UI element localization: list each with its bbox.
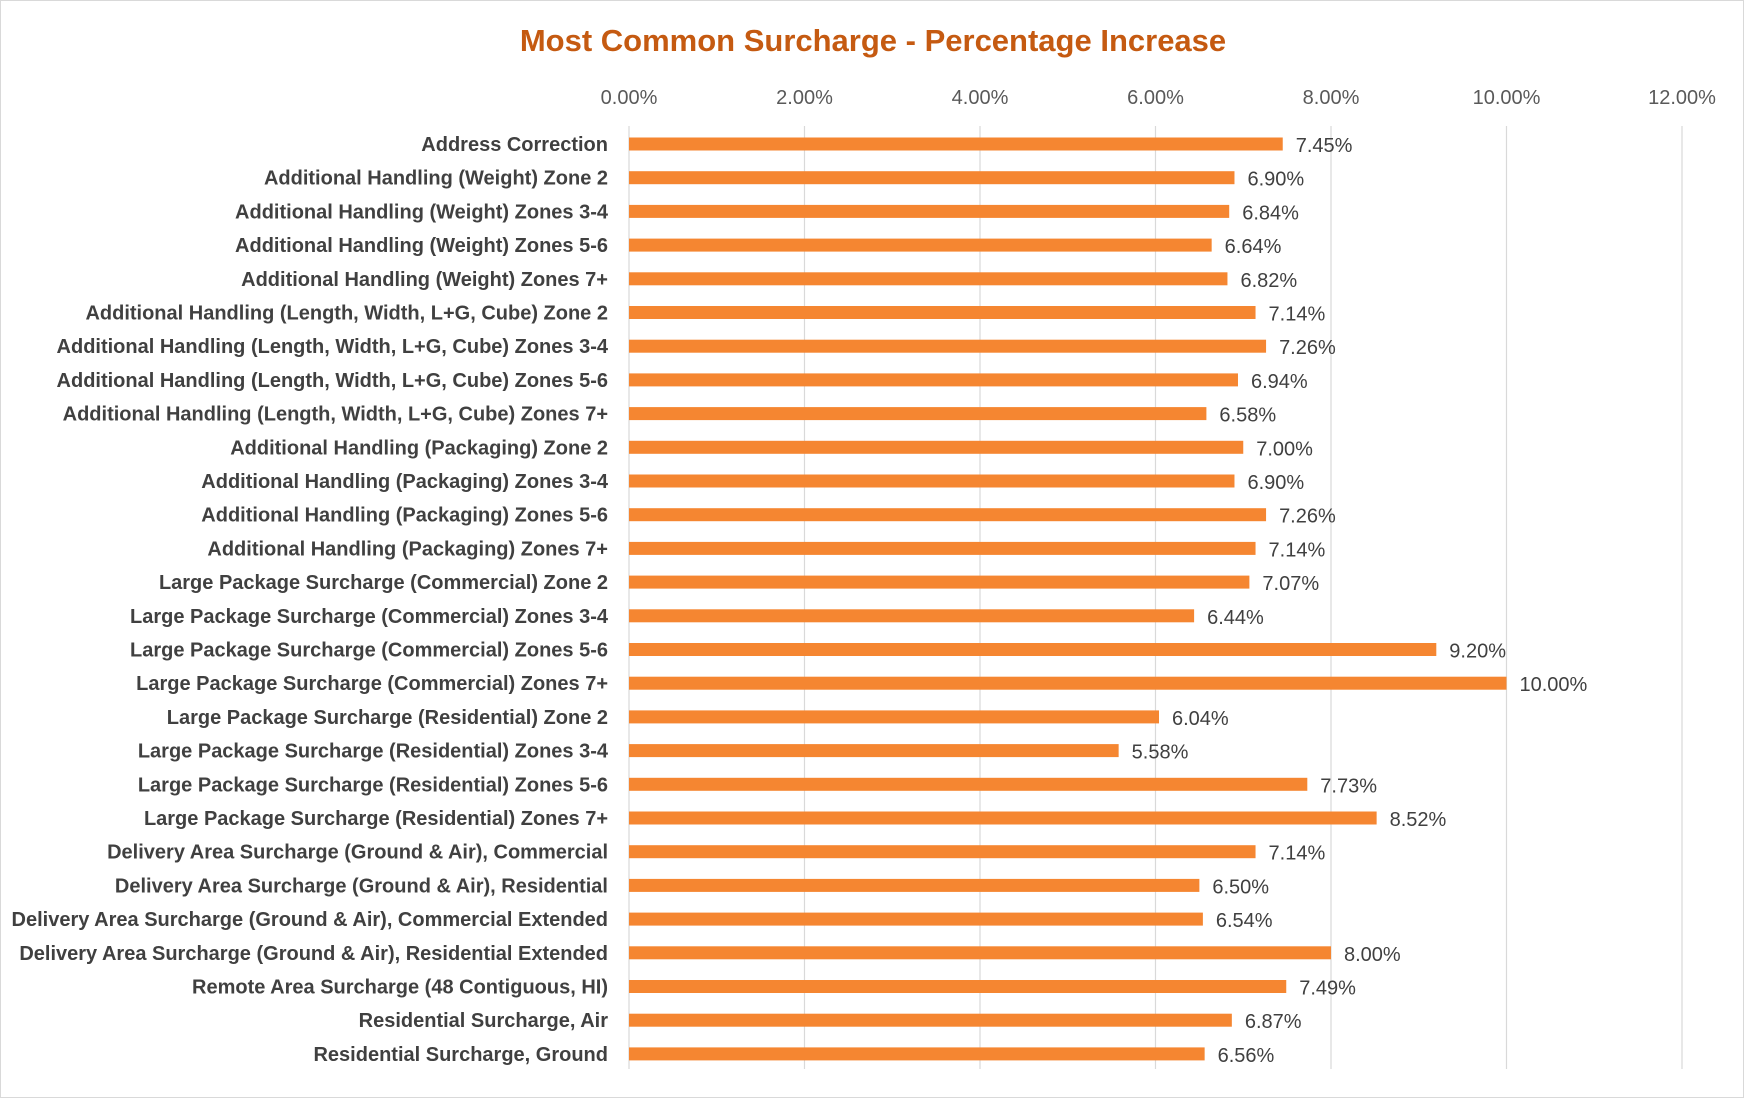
category-label: Address Correction	[421, 134, 608, 156]
data-label: 7.49%	[1299, 978, 1356, 1000]
bar	[629, 339, 1267, 353]
bar	[629, 609, 1195, 623]
x-tick-label: 8.00%	[1303, 87, 1360, 109]
category-label: Additional Handling (Weight) Zones 7+	[241, 269, 608, 291]
data-label: 7.14%	[1269, 843, 1326, 865]
bar	[629, 474, 1235, 488]
data-label: 7.14%	[1269, 304, 1326, 326]
data-label: 6.90%	[1247, 169, 1304, 191]
category-label: Large Package Surcharge (Residential) Zo…	[138, 774, 608, 796]
category-label: Delivery Area Surcharge (Ground & Air), …	[115, 875, 608, 897]
category-label: Delivery Area Surcharge (Ground & Air), …	[107, 842, 608, 864]
category-label: Residential Surcharge, Ground	[313, 1044, 608, 1066]
data-label: 7.26%	[1279, 337, 1336, 359]
data-label: 9.20%	[1449, 641, 1506, 663]
category-label: Large Package Surcharge (Commercial) Zon…	[136, 673, 608, 695]
bar	[629, 1047, 1205, 1061]
category-label: Delivery Area Surcharge (Ground & Air), …	[12, 909, 608, 931]
x-tick-label: 2.00%	[776, 87, 833, 109]
category-label: Large Package Surcharge (Residential) Zo…	[144, 808, 608, 830]
bar	[629, 878, 1200, 892]
data-label: 6.82%	[1240, 270, 1297, 292]
data-label: 6.54%	[1216, 910, 1273, 932]
bar	[629, 306, 1256, 319]
data-label: 6.90%	[1247, 472, 1304, 494]
bar	[629, 710, 1160, 724]
category-label: Additional Handling (Packaging) Zones 7+	[207, 538, 608, 560]
data-label: 10.00%	[1520, 674, 1588, 696]
data-label: 6.50%	[1212, 876, 1269, 898]
category-label: Additional Handling (Length, Width, L+G,…	[57, 370, 608, 392]
data-label: 6.84%	[1242, 202, 1299, 224]
category-label: Large Package Surcharge (Residential) Zo…	[138, 741, 609, 763]
bar	[629, 137, 1283, 151]
data-label: 8.00%	[1344, 944, 1401, 966]
bar	[629, 946, 1331, 960]
data-label: 5.58%	[1132, 742, 1189, 764]
x-tick-label: 4.00%	[952, 87, 1009, 109]
category-label: Additional Handling (Packaging) Zones 3-…	[201, 471, 609, 493]
bar	[629, 575, 1250, 589]
category-label: Additional Handling (Weight) Zone 2	[264, 168, 608, 190]
x-tick-label: 10.00%	[1473, 87, 1541, 109]
bar	[629, 1013, 1232, 1027]
bar	[629, 508, 1267, 522]
category-label: Large Package Surcharge (Residential) Zo…	[167, 707, 608, 729]
data-label: 6.44%	[1207, 607, 1264, 629]
category-label: Large Package Surcharge (Commercial) Zon…	[159, 572, 608, 594]
data-label: 7.07%	[1262, 573, 1319, 595]
bar	[629, 777, 1308, 791]
data-label: 7.00%	[1256, 438, 1313, 460]
data-label: 6.87%	[1245, 1011, 1302, 1033]
bar	[629, 676, 1507, 690]
bar	[629, 407, 1207, 421]
bar	[629, 744, 1119, 758]
category-label: Additional Handling (Length, Width, L+G,…	[63, 404, 608, 426]
chart-title: Most Common Surcharge - Percentage Incre…	[519, 23, 1227, 58]
data-label: 6.58%	[1219, 405, 1276, 427]
bar	[629, 980, 1287, 993]
category-label: Large Package Surcharge (Commercial) Zon…	[130, 640, 608, 662]
bar	[629, 811, 1377, 825]
bar	[629, 440, 1244, 454]
x-tick-label: 12.00%	[1648, 87, 1716, 109]
category-label: Additional Handling (Weight) Zones 5-6	[235, 235, 608, 257]
bar	[629, 238, 1212, 252]
category-label: Additional Handling (Length, Width, L+G,…	[57, 336, 609, 358]
data-label: 8.52%	[1390, 809, 1447, 831]
bar	[629, 272, 1228, 286]
category-label: Additional Handling (Length, Width, L+G,…	[85, 303, 608, 325]
bar	[629, 541, 1256, 555]
category-label: Remote Area Surcharge (48 Contiguous, HI…	[192, 977, 608, 999]
data-label: 6.64%	[1225, 236, 1282, 258]
bar	[629, 171, 1235, 185]
category-label: Delivery Area Surcharge (Ground & Air), …	[19, 943, 608, 965]
data-label: 6.94%	[1251, 371, 1308, 393]
data-label: 6.56%	[1218, 1045, 1275, 1067]
bar	[629, 643, 1437, 656]
category-label: Large Package Surcharge (Commercial) Zon…	[130, 606, 609, 628]
bar	[629, 845, 1256, 859]
x-tick-label: 0.00%	[601, 87, 658, 109]
data-label: 7.26%	[1279, 506, 1336, 528]
data-label: 7.14%	[1269, 539, 1326, 561]
bar	[629, 373, 1238, 387]
category-label: Residential Surcharge, Air	[359, 1010, 609, 1032]
x-tick-label: 6.00%	[1127, 87, 1184, 109]
data-label: 7.45%	[1296, 135, 1353, 157]
data-label: 7.73%	[1320, 775, 1377, 797]
data-label: 6.04%	[1172, 708, 1229, 730]
category-label: Additional Handling (Packaging) Zones 5-…	[201, 505, 608, 527]
category-label: Additional Handling (Packaging) Zone 2	[230, 437, 608, 459]
bar	[629, 912, 1203, 926]
bar	[629, 204, 1230, 218]
category-label: Additional Handling (Weight) Zones 3-4	[235, 201, 609, 223]
